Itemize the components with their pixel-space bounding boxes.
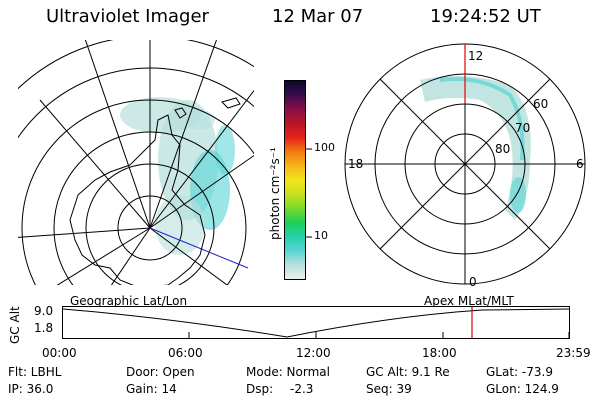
mlt-label-6: 6 (576, 157, 584, 171)
mlt-label-18: 18 (348, 157, 363, 171)
status-dsp-label: Dsp: (246, 382, 274, 396)
mlt-label-12: 12 (468, 49, 483, 63)
colorbar-tick-10: 10 (314, 229, 328, 242)
time-tick-0000: 00:00 (42, 346, 77, 360)
intensity-colorbar (284, 80, 306, 280)
gc-alt-axis-label: GC Alt (8, 306, 22, 344)
time-tick-2359: 23:59 (556, 346, 591, 360)
status-door: Door: Open (126, 365, 195, 379)
status-dsp-value: -2.3 (290, 382, 314, 396)
magnetic-caption: Apex MLat/MLT (424, 294, 514, 308)
aurora-oval-magnetic (420, 76, 531, 220)
status-gain: Gain: 14 (126, 382, 177, 396)
status-glon: GLon: 124.9 (486, 382, 559, 396)
status-filter: Flt: LBHL (8, 365, 62, 379)
gc-alt-tick-low: 1.8 (34, 321, 54, 335)
mlat-label-70: 70 (515, 121, 530, 135)
mlat-label-60: 60 (533, 97, 548, 111)
gc-altitude-timeline (62, 306, 570, 339)
status-gc-alt: GC Alt: 9.1 Re (366, 365, 450, 379)
mlt-label-0: 0 (469, 275, 477, 289)
gc-alt-tick-high: 9.0 (34, 304, 54, 318)
date-label: 12 Mar 07 (272, 6, 364, 27)
status-seq: Seq: 39 (366, 382, 412, 396)
time-tick-1200: 12:00 (296, 346, 331, 360)
status-mode: Mode: Normal (246, 365, 330, 379)
colorbar-unit-label: photon cm⁻²s⁻¹ (268, 147, 282, 240)
status-glat: GLat: -73.9 (486, 365, 553, 379)
time-label: 19:24:52 UT (430, 6, 541, 27)
aurora-oval-geographic (120, 97, 235, 255)
geographic-polar-map (18, 40, 254, 285)
status-ip: IP: 36.0 (8, 382, 54, 396)
geographic-caption: Geographic Lat/Lon (70, 294, 188, 308)
mlat-label-80: 80 (495, 142, 510, 156)
instrument-title: Ultraviolet Imager (46, 6, 209, 27)
magnetic-polar-plot: 12 0 18 6 60 70 80 (344, 43, 586, 289)
time-tick-1800: 18:00 (422, 346, 457, 360)
colorbar-tick-100: 100 (314, 141, 335, 154)
time-tick-0600: 06:00 (168, 346, 203, 360)
